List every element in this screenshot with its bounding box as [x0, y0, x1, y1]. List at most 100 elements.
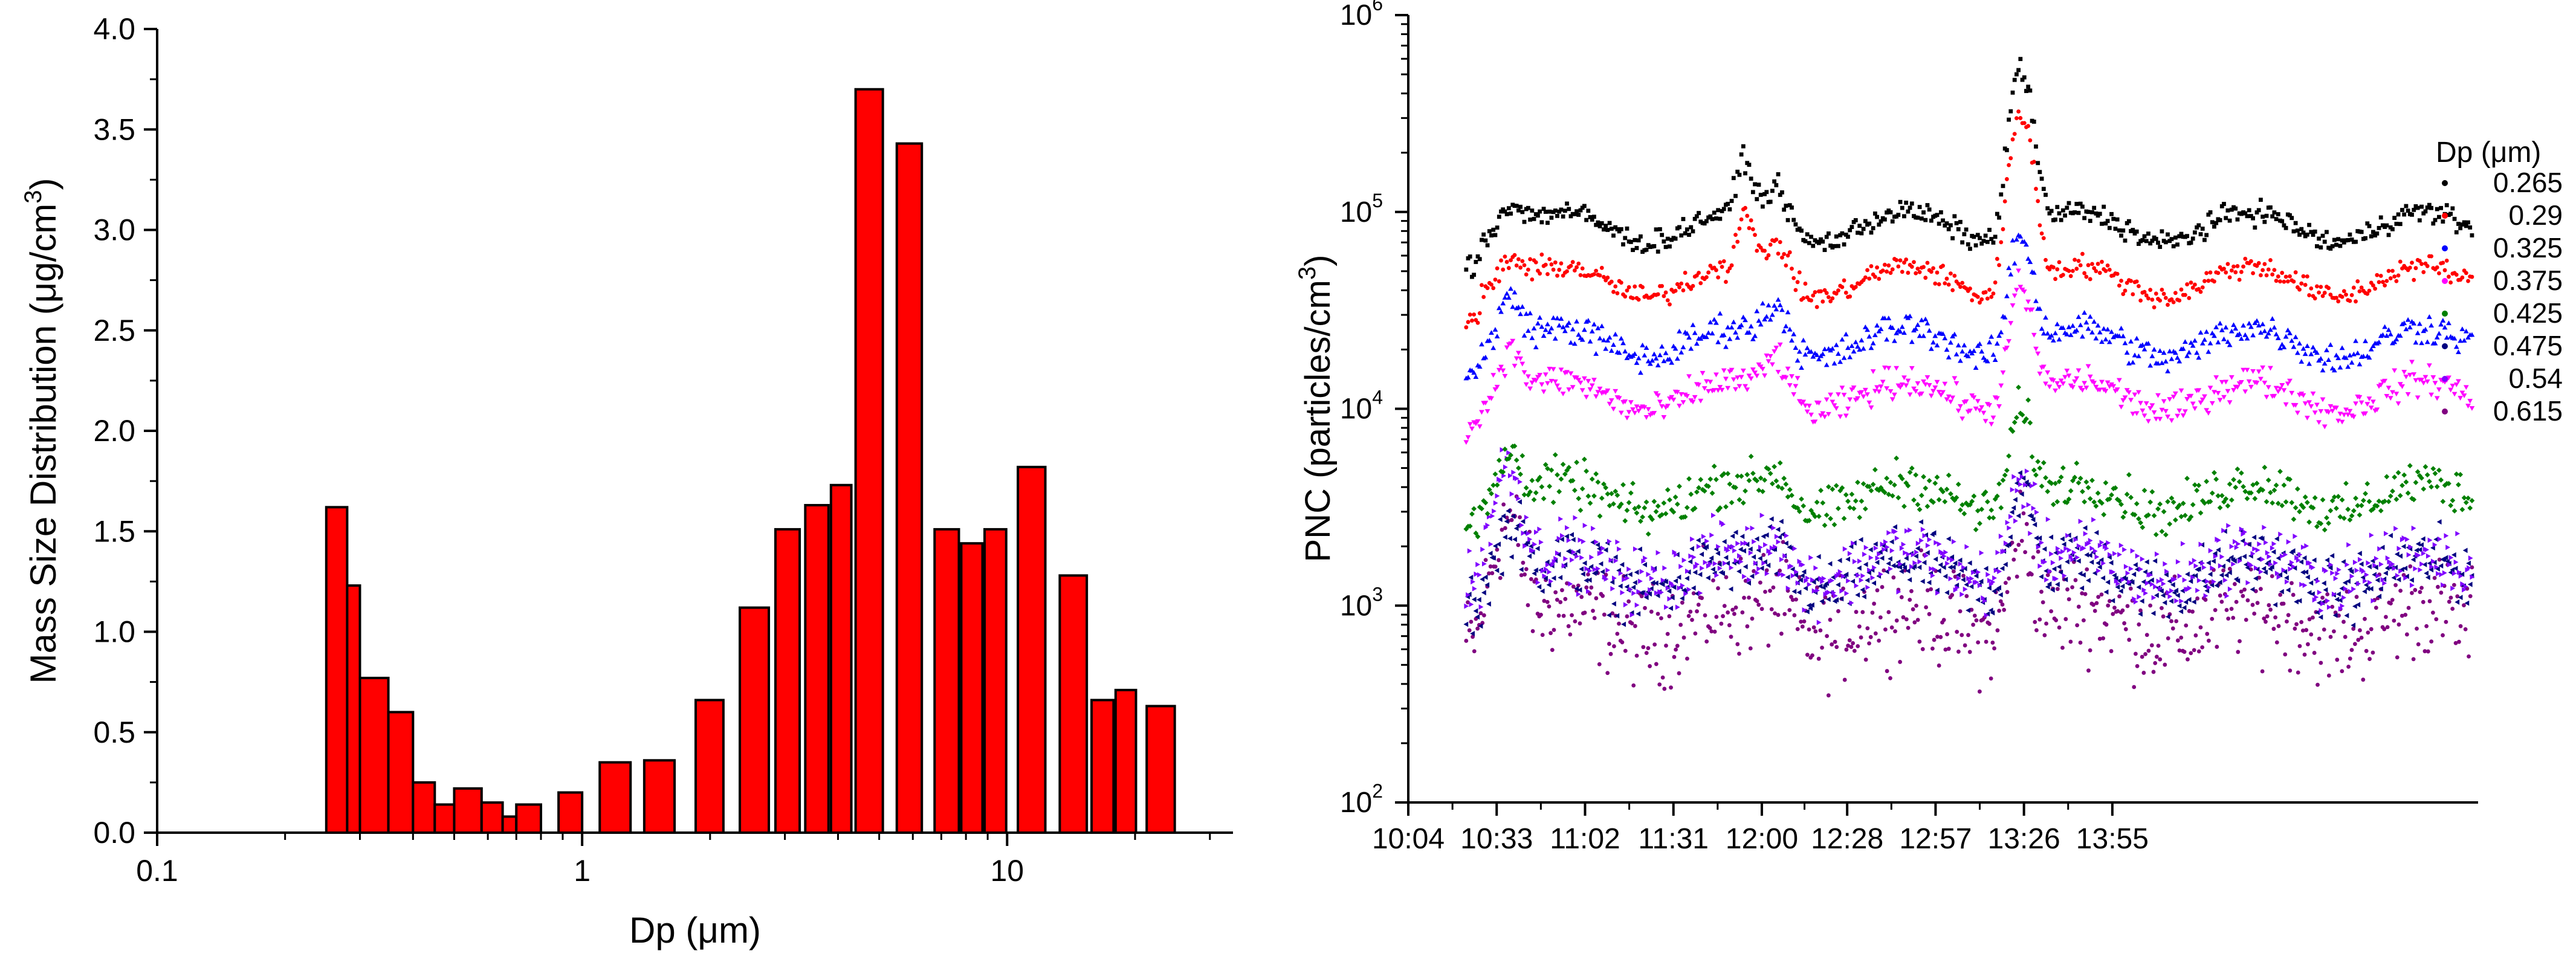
data-point: [1919, 216, 1924, 221]
data-point: [2241, 264, 2245, 269]
data-point: [2276, 555, 2281, 561]
data-point: [2132, 512, 2138, 518]
data-point: [2004, 147, 2009, 152]
data-point: [2470, 565, 2474, 570]
data-point: [1484, 409, 1490, 414]
data-point: [1882, 366, 1888, 370]
data-point: [2225, 262, 2230, 266]
data-point: [2334, 295, 2338, 300]
data-point: [2146, 231, 2150, 236]
data-point: [1735, 169, 1740, 174]
data-point: [1524, 567, 1529, 572]
data-point: [1750, 367, 1756, 372]
data-point: [2080, 204, 2085, 209]
data-point: [2062, 375, 2068, 380]
data-point: [2462, 603, 2466, 608]
data-point: [2112, 485, 2118, 491]
data-point: [1565, 269, 1569, 274]
data-point: [1977, 583, 1982, 589]
data-point: [2142, 234, 2147, 239]
x-ticks: 10:04 10:33 11:02 11:31 12:00 12:28 12:57 13:26…: [1372, 802, 2149, 855]
data-point: [1932, 333, 1938, 338]
data-point: [2413, 588, 2418, 592]
legend-title: Dp (μm): [2436, 137, 2541, 169]
data-point: [1645, 358, 1651, 364]
data-point: [1795, 280, 1800, 285]
data-point: [2404, 537, 2410, 543]
data-point: [2387, 396, 2393, 401]
data-point: [1692, 395, 1698, 400]
data-point: [2415, 330, 2421, 335]
legend-marker: [2442, 245, 2448, 251]
data-point: [1483, 500, 1489, 506]
data-point: [1756, 182, 1761, 187]
data-point: [2214, 221, 2219, 225]
data-point: [1868, 488, 1874, 494]
data-point: [1862, 593, 1866, 599]
data-point: [1914, 271, 1918, 276]
data-point: [2072, 474, 2078, 480]
data-point: [1471, 579, 1475, 585]
data-point: [1590, 540, 1595, 545]
data-point: [2105, 263, 2110, 268]
data-point: [2442, 570, 2447, 576]
data-point: [2308, 404, 2314, 409]
data-point: [2420, 536, 2426, 542]
data-point: [2439, 590, 2444, 595]
data-point: [1568, 263, 1573, 268]
data-point: [2101, 326, 2107, 331]
data-point: [1754, 373, 1760, 379]
data-point: [2119, 279, 2123, 283]
data-point: [1850, 578, 1856, 584]
data-point: [1506, 456, 1512, 462]
data-point: [1698, 281, 1703, 286]
data-point: [2020, 77, 2025, 82]
data-point: [2202, 337, 2207, 342]
data-point: [2213, 324, 2219, 329]
data-point: [1763, 542, 1768, 548]
data-point: [1996, 333, 2002, 338]
data-point: [2413, 266, 2418, 271]
data-point: [1936, 568, 1941, 574]
data-point: [1836, 582, 1840, 588]
data-point: [2090, 262, 2094, 266]
data-point: [2021, 289, 2027, 294]
legend-marker: [2442, 180, 2448, 186]
data-point: [1975, 233, 1980, 237]
data-point: [1839, 588, 1845, 594]
data-point: [2256, 323, 2262, 328]
data-point: [2128, 338, 2134, 344]
data-point: [2317, 590, 2322, 595]
data-point: [2164, 572, 2169, 578]
data-point: [2348, 589, 2353, 595]
data-point: [1502, 373, 1508, 379]
data-point: [1655, 550, 1661, 556]
data-point: [2134, 501, 2140, 507]
data-point: [1578, 208, 1583, 213]
data-point: [2297, 552, 2303, 558]
data-point: [1659, 344, 1665, 349]
data-point: [1894, 330, 1900, 335]
data-point: [1570, 613, 1574, 618]
data-point: [2277, 572, 2283, 578]
data-point: [2392, 618, 2396, 623]
data-point: [2206, 638, 2211, 643]
data-point: [2413, 340, 2419, 345]
data-point: [1771, 525, 1776, 531]
data-point: [2288, 668, 2293, 673]
data-point: [1886, 491, 1892, 497]
data-point: [2058, 569, 2063, 575]
data-point: [2323, 568, 2329, 574]
data-point: [1832, 244, 1837, 248]
data-point: [2412, 207, 2416, 212]
data-point: [1539, 613, 1543, 617]
data-point: [1967, 650, 1972, 654]
data-point: [2423, 209, 2428, 214]
data-point: [1822, 346, 1828, 352]
data-point: [2177, 234, 2182, 239]
data-point: [2398, 568, 2404, 574]
bar-25: [1090, 699, 1115, 834]
data-point: [2149, 403, 2155, 408]
data-point: [1634, 246, 1639, 250]
data-point: [1787, 486, 1793, 492]
